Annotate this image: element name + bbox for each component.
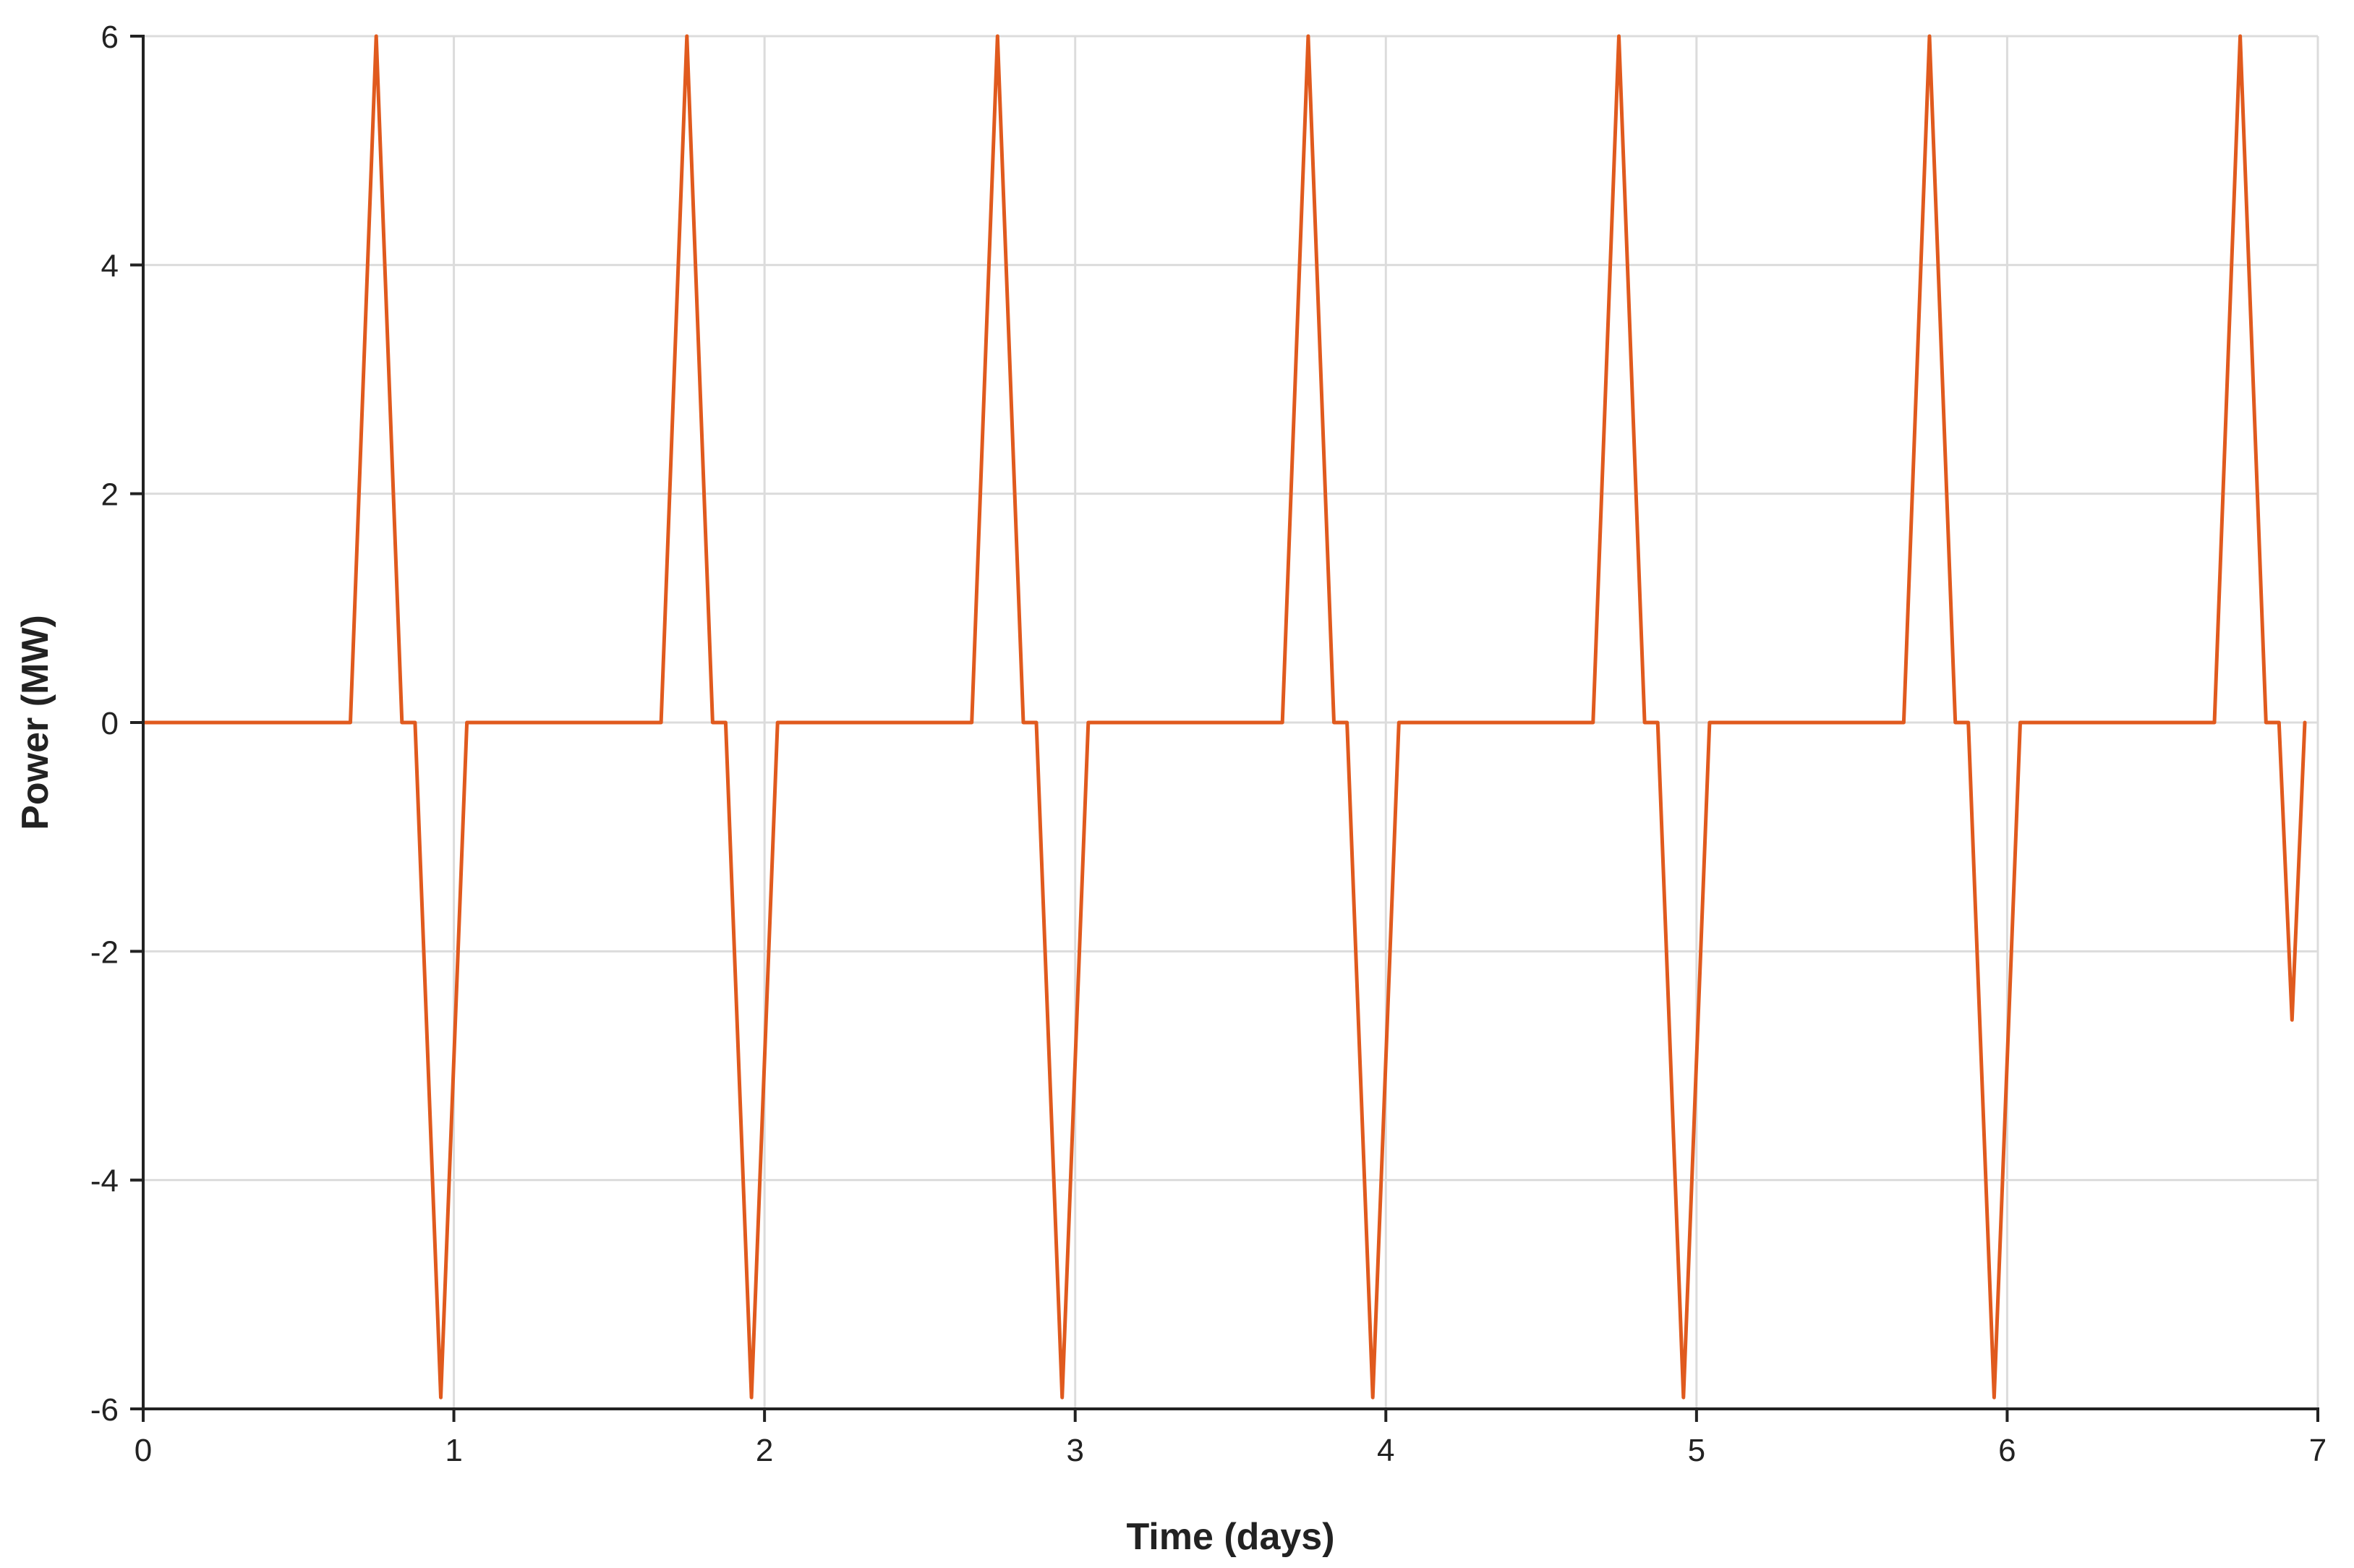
x-tick-label: 2 xyxy=(756,1433,773,1468)
x-tick-label: 5 xyxy=(1688,1433,1705,1468)
series-layer xyxy=(141,34,2307,1399)
y-tick-label: -2 xyxy=(90,934,119,970)
x-tick-label: 7 xyxy=(2309,1433,2327,1468)
ticks: 0 1 2 3 4 5 6 7 -6 -4 -2 0 2 4 6 xyxy=(90,20,2327,1468)
x-tick-label: 4 xyxy=(1377,1433,1394,1468)
x-tick-label: 3 xyxy=(1066,1433,1083,1468)
series-line xyxy=(141,34,2307,1399)
y-tick-label: 0 xyxy=(101,706,119,741)
y-tick-label: 2 xyxy=(101,477,119,513)
y-tick-label: -4 xyxy=(90,1164,119,1199)
x-axis-title: Time (days) xyxy=(1126,1516,1334,1558)
x-tick-label: 1 xyxy=(445,1433,462,1468)
y-tick-label: -6 xyxy=(90,1392,119,1428)
y-tick-label: 6 xyxy=(101,20,119,55)
x-tick-label: 0 xyxy=(135,1433,152,1468)
y-axis-title: Power (MW) xyxy=(14,615,56,830)
y-tick-label: 4 xyxy=(101,248,119,284)
x-tick-label: 6 xyxy=(1998,1433,2016,1468)
